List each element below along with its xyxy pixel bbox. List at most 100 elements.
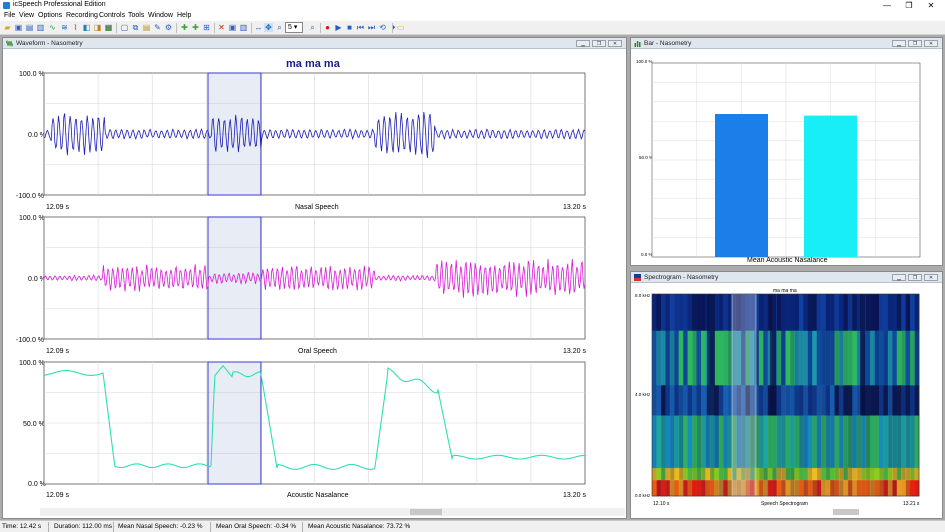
- spectrogram-cell: [852, 479, 858, 497]
- maximize-button[interactable]: ❐: [905, 1, 913, 10]
- forward-icon[interactable]: ⏭: [367, 23, 376, 32]
- waveform-scrollbar[interactable]: [40, 508, 625, 516]
- add-icon[interactable]: ✚: [181, 23, 188, 32]
- spectrogram-cell: [834, 294, 840, 331]
- waveform-trace: [43, 364, 586, 470]
- spectrogram-cell: [701, 467, 706, 481]
- spectrogram-cell: [723, 384, 729, 416]
- spectrogram-cell: [870, 330, 875, 386]
- spectrogram-cell: [749, 479, 755, 497]
- zoom-out-icon[interactable]: ⌕: [310, 23, 315, 32]
- pitch-view-icon[interactable]: ⌇: [73, 23, 78, 32]
- menu-window[interactable]: Window: [148, 12, 173, 19]
- spectrogram-scroll-thumb[interactable]: [833, 509, 859, 515]
- spectrogram-cell: [660, 384, 666, 416]
- menu-tools[interactable]: Tools: [128, 12, 145, 19]
- menu-view[interactable]: View: [19, 12, 35, 19]
- spectrogram-cell: [701, 384, 706, 416]
- spectrum-view-icon[interactable]: ≋: [61, 23, 68, 32]
- zoom-select[interactable]: 5 ▾: [285, 22, 303, 33]
- close-button[interactable]: ✕: [927, 1, 935, 10]
- stop-icon[interactable]: ■: [347, 23, 352, 32]
- spectrogram-cell: [785, 384, 791, 416]
- waveform-minimize-button[interactable]: ▁: [576, 40, 590, 47]
- nasal-label: Nasal Speech: [295, 204, 339, 211]
- spectrogram-cell: [763, 294, 769, 331]
- spectrogram-cell: [674, 294, 680, 331]
- spectrogram-cell: [830, 479, 835, 497]
- duplicate-icon[interactable]: ✚: [192, 23, 199, 32]
- spectrogram-cell: [812, 330, 818, 386]
- print-icon[interactable]: ▤: [25, 23, 34, 32]
- spectrogram-cell: [874, 415, 880, 469]
- spectrogram-cell: [901, 415, 907, 469]
- print-preview-icon[interactable]: ▥: [36, 23, 45, 32]
- spectrogram-cell: [772, 479, 778, 497]
- zoom-horizontal-icon[interactable]: ↔: [254, 23, 263, 32]
- paste-icon[interactable]: ▤: [142, 23, 151, 32]
- spectrogram-cell: [883, 384, 889, 416]
- spectrogram-frame: [651, 293, 920, 497]
- menu-file[interactable]: File: [4, 12, 16, 19]
- spectrogram-cell: [821, 415, 826, 469]
- waveform-plots[interactable]: [3, 38, 626, 518]
- spectrogram-close-button[interactable]: ✕: [924, 274, 938, 281]
- spectrogram-gap: [860, 294, 865, 416]
- chart-view-icon[interactable]: ▦: [104, 23, 113, 32]
- notes-icon[interactable]: ▭: [396, 23, 405, 32]
- menu-recording[interactable]: Recording: [66, 12, 98, 19]
- play-icon[interactable]: ▶: [335, 23, 342, 32]
- bar-2: [804, 115, 857, 257]
- spectrogram-cell: [874, 467, 880, 481]
- menu-options[interactable]: Options: [38, 12, 63, 19]
- loop-icon[interactable]: ⟲: [379, 23, 386, 32]
- bar-minimize-button[interactable]: ▁: [892, 40, 906, 47]
- scrollbar-thumb[interactable]: [410, 509, 442, 515]
- minimize-button[interactable]: —: [883, 1, 891, 10]
- spectrogram-plot[interactable]: [631, 272, 942, 518]
- spectrogram-cell: [834, 467, 840, 481]
- spectrogram-cell: [794, 330, 800, 386]
- spectrogram-cell: [732, 479, 737, 497]
- spectrogram-cell: [838, 330, 844, 386]
- waveform-restore-button[interactable]: ❐: [592, 40, 606, 47]
- open-folder-icon[interactable]: ▰: [4, 23, 11, 32]
- record-icon[interactable]: ●: [325, 23, 330, 32]
- split-icon[interactable]: ⊞: [203, 23, 210, 32]
- play-selection-icon[interactable]: ⏵: [391, 23, 396, 32]
- energy-view-icon[interactable]: ◧: [82, 23, 91, 32]
- spectrogram-minimize-button[interactable]: ▁: [892, 274, 906, 281]
- zoom-in-icon[interactable]: ⌕: [277, 23, 282, 32]
- menu-help[interactable]: Help: [177, 12, 192, 19]
- spectrogram-cell: [745, 479, 751, 497]
- zoom-fit-icon[interactable]: ✥: [264, 23, 273, 32]
- menu-controls[interactable]: Controls: [99, 12, 126, 19]
- crop-icon[interactable]: ▥: [239, 23, 248, 32]
- oral-ytick-bottom: -100.0 %: [16, 337, 45, 344]
- spectrogram-cell: [727, 415, 733, 469]
- bar-restore-button[interactable]: ❐: [908, 40, 922, 47]
- spectrogram-cell: [910, 467, 915, 481]
- save-icon[interactable]: ▣: [14, 23, 23, 32]
- spectrogram-gap: [707, 294, 715, 416]
- spectro-ytick-mid: 4.0 kHz: [635, 392, 651, 397]
- spectro-x-end: 13.21 s: [903, 501, 920, 507]
- waveform-close-button[interactable]: ✕: [608, 40, 622, 47]
- spectrogram-cell: [798, 294, 804, 331]
- select-all-icon[interactable]: ▣: [228, 23, 237, 32]
- formant-view-icon[interactable]: ◨: [93, 23, 102, 32]
- waveform-view-icon[interactable]: ∿: [49, 23, 56, 32]
- spectrogram-cell: [790, 415, 795, 469]
- delete-icon[interactable]: ✕: [218, 23, 225, 32]
- copy-icon[interactable]: ⧉: [132, 23, 139, 32]
- rewind-icon[interactable]: ⏮: [356, 23, 365, 32]
- waveform-window-titlebar: Waveform - Nasometry ▁ ❐ ✕: [3, 38, 626, 49]
- spectrogram-cell: [656, 384, 662, 416]
- bar-close-button[interactable]: ✕: [924, 40, 938, 47]
- spectrogram-restore-button[interactable]: ❐: [908, 274, 922, 281]
- spectrogram-cell: [803, 479, 809, 497]
- cut-icon[interactable]: ▢: [120, 23, 129, 32]
- waveform-trace: [43, 111, 586, 159]
- settings-icon[interactable]: ⚙: [164, 23, 173, 32]
- edit-icon[interactable]: ✎: [154, 23, 161, 32]
